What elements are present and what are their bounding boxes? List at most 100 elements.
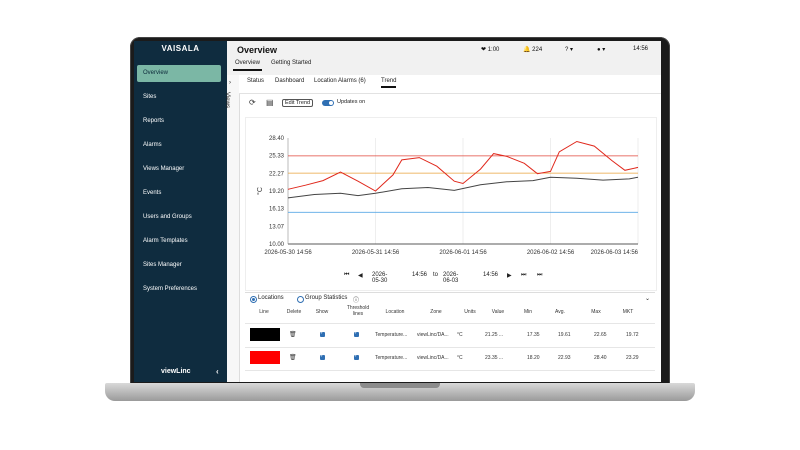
heart-icon: ❤	[481, 47, 487, 53]
cell-value: 23.35 ...	[485, 355, 504, 361]
column-header[interactable]: Line	[259, 309, 269, 315]
to-date[interactable]: 2026-06-03	[443, 272, 459, 284]
column-header[interactable]: Min	[523, 309, 533, 315]
viewlinc-brand: viewLinc	[161, 368, 191, 375]
session-time: 1:00	[487, 47, 500, 53]
column-header[interactable]: Threshold lines	[346, 305, 370, 317]
sidebar-item-sites[interactable]: Sites	[143, 94, 157, 100]
laptop-notch	[360, 383, 440, 388]
y-tick-label: 25.33	[269, 154, 285, 160]
cell-mkt: 23.29	[626, 355, 639, 361]
column-header[interactable]: Delete	[286, 309, 302, 315]
tab-getting-started[interactable]: Getting Started	[271, 60, 312, 66]
from-time[interactable]: 14:56	[412, 272, 428, 278]
threshold-checkbox[interactable]	[354, 353, 359, 360]
cell-location: Temperature...	[375, 332, 408, 338]
export-icon[interactable]: ▤	[266, 98, 274, 107]
trash-icon[interactable]: 🗑	[289, 332, 297, 338]
chevron-left-icon[interactable]: ‹	[216, 367, 219, 376]
views-panel-toggle[interactable]: › Views	[224, 75, 240, 382]
skip-forward-icon[interactable]: ⏭	[521, 272, 527, 278]
jump-end-icon[interactable]: ⏭	[537, 272, 543, 278]
edit-trend-button[interactable]: Edit Trend	[282, 99, 314, 107]
app-screen: VAISALA Overview Sites Reports Alarms Views …	[134, 41, 661, 382]
y-tick-label: 16.13	[269, 207, 285, 213]
column-header[interactable]: Location	[385, 309, 405, 315]
session-timer[interactable]: ❤ 1:00	[481, 46, 499, 53]
line-color-swatch[interactable]	[250, 351, 280, 364]
column-header[interactable]: Max	[591, 309, 601, 315]
sidebar: VAISALA Overview Sites Reports Alarms Views …	[134, 41, 227, 382]
y-tick-label: 28.40	[269, 136, 285, 142]
y-axis-label: °C	[256, 187, 264, 195]
page-title: Overview	[237, 45, 278, 55]
tab-trend[interactable]: Trend	[381, 78, 397, 88]
group-statistics-radio[interactable]	[297, 296, 304, 303]
step-forward-icon[interactable]: ▶	[507, 273, 512, 279]
alarm-indicator[interactable]: 🔔 224	[523, 46, 542, 53]
tab-location-alarms[interactable]: Location Alarms (6)	[314, 78, 366, 84]
cell-avg: 22.93	[558, 355, 571, 361]
sidebar-item-system-preferences[interactable]: System Preferences	[143, 286, 198, 292]
user-icon: ●	[597, 47, 601, 53]
skip-back-icon[interactable]: ⏮	[344, 272, 350, 278]
trend-toolbar: ⟳ ▤ Edit Trend Updates on	[239, 95, 661, 113]
group-statistics-label: Group Statistics	[305, 295, 348, 301]
threshold-checkbox[interactable]	[354, 330, 359, 337]
to-time[interactable]: 14:56	[483, 272, 499, 278]
updates-toggle[interactable]	[322, 100, 334, 106]
trash-icon[interactable]: 🗑	[289, 355, 297, 361]
row-divider	[245, 347, 655, 348]
column-header[interactable]: Show	[315, 309, 329, 315]
chevron-down-icon[interactable]: ⌄	[645, 296, 651, 302]
info-icon[interactable]: ⓘ	[353, 298, 360, 304]
cell-min: 17.35	[527, 332, 540, 338]
column-header[interactable]: Avg.	[555, 309, 565, 315]
cell-mkt: 19.72	[626, 332, 639, 338]
column-header[interactable]: Zone	[430, 309, 442, 315]
column-header[interactable]: MKT	[622, 309, 634, 315]
sub-tabs: Status Dashboard Location Alarms (6) Tre…	[239, 75, 661, 94]
cell-min: 18.20	[527, 355, 540, 361]
user-menu[interactable]: ● ▾	[597, 47, 606, 53]
y-tick-label: 22.27	[269, 171, 285, 177]
cell-value: 21.25 ...	[485, 332, 504, 338]
sidebar-item-reports[interactable]: Reports	[143, 118, 165, 124]
cell-max: 28.40	[594, 355, 607, 361]
from-date[interactable]: 2026-05-30	[372, 272, 388, 284]
y-tick-label: 10.00	[269, 242, 285, 248]
column-header[interactable]: Value	[491, 309, 505, 315]
tab-overview[interactable]: Overview	[233, 60, 263, 71]
sidebar-item-alarm-templates[interactable]: Alarm Templates	[143, 238, 188, 244]
vaisala-logo: VAISALA	[161, 44, 200, 53]
sidebar-item-overview[interactable]: Overview	[137, 65, 221, 82]
updates-label: Updates on	[337, 99, 366, 105]
cell-avg: 19.61	[558, 332, 571, 338]
column-header[interactable]: Units	[464, 309, 476, 315]
x-tick-label: 2026-05-30 14:56	[264, 250, 312, 256]
sidebar-item-events[interactable]: Events	[143, 190, 162, 196]
locations-radio[interactable]	[250, 296, 257, 303]
x-tick-label: 2026-06-02 14:56	[527, 250, 575, 256]
show-checkbox[interactable]	[320, 330, 325, 337]
show-checkbox[interactable]	[320, 353, 325, 360]
chevron-right-icon: ›	[229, 80, 231, 86]
sidebar-item-users-and-groups[interactable]: Users and Groups	[143, 214, 192, 220]
refresh-icon[interactable]: ⟳	[249, 98, 256, 107]
help-menu[interactable]: ? ▾	[565, 47, 574, 53]
locations-label: Locations	[258, 295, 284, 301]
sidebar-item-views-manager[interactable]: Views Manager	[143, 166, 185, 172]
cell-units: °C	[457, 355, 463, 361]
sidebar-item-sites-manager[interactable]: Sites Manager	[143, 262, 182, 268]
step-back-icon[interactable]: ◀	[358, 273, 363, 279]
line-color-swatch[interactable]	[250, 328, 280, 341]
sidebar-item-alarms[interactable]: Alarms	[143, 142, 162, 148]
x-tick-label: 2026-05-31 14:56	[352, 250, 400, 256]
row-divider	[245, 370, 655, 371]
tab-status[interactable]: Status	[247, 78, 265, 84]
clock: 14:56	[633, 46, 649, 52]
y-tick-label: 19.20	[269, 189, 285, 195]
trend-chart[interactable]: 28.40 25.33 22.27 19.20 16.13 13.07 10.00 °C 202…	[246, 118, 656, 268]
tab-dashboard[interactable]: Dashboard	[275, 78, 305, 84]
cell-zone: viewLinc/DA...	[417, 332, 449, 338]
